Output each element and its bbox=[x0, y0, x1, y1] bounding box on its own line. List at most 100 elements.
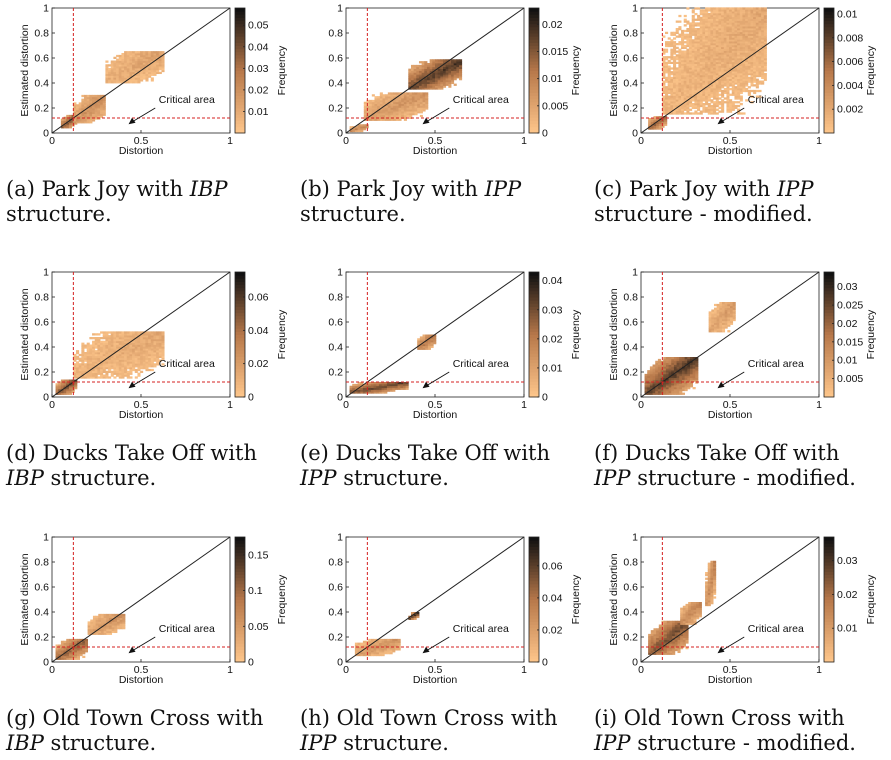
colorbar-segment bbox=[529, 275, 539, 279]
heatmap-cell bbox=[678, 95, 682, 98]
heatmap-cell bbox=[705, 18, 709, 21]
heatmap-cell bbox=[386, 389, 391, 392]
heatmap-cell bbox=[675, 71, 679, 74]
heatmap-cell bbox=[731, 108, 735, 111]
heatmap-cell bbox=[671, 383, 675, 386]
heatmap-cell bbox=[675, 91, 679, 95]
heatmap-cell bbox=[684, 377, 688, 380]
heatmap-cell bbox=[723, 7, 727, 10]
heatmap-cell bbox=[129, 71, 133, 75]
heatmap-cell bbox=[374, 114, 378, 118]
colorbar-segment bbox=[824, 350, 834, 354]
heatmap-cell bbox=[97, 376, 101, 379]
heatmap-cell bbox=[102, 333, 106, 336]
y-axis-label: Estimated distortion bbox=[608, 24, 620, 116]
heatmap-cell bbox=[408, 81, 412, 85]
heatmap-cell bbox=[79, 644, 83, 647]
heatmap-cell bbox=[663, 368, 667, 371]
heatmap-cell bbox=[97, 355, 101, 359]
heatmap-cell bbox=[761, 82, 765, 85]
heatmap-cell bbox=[113, 77, 117, 80]
heatmap-cell bbox=[667, 106, 671, 110]
heatmap-cell bbox=[734, 20, 738, 23]
heatmap-cell bbox=[694, 37, 698, 40]
heatmap-cell bbox=[384, 383, 388, 387]
heatmap-cell bbox=[723, 41, 727, 44]
x-tick-label: 0.5 bbox=[428, 399, 443, 411]
heatmap-cell bbox=[708, 326, 712, 329]
heatmap-cell bbox=[702, 54, 706, 57]
heatmap-cell bbox=[705, 89, 709, 93]
heatmap-cell bbox=[753, 26, 757, 29]
heatmap-cell bbox=[63, 120, 67, 123]
heatmap-cell bbox=[433, 336, 437, 339]
heatmap-cell bbox=[369, 118, 373, 121]
heatmap-cell bbox=[761, 69, 765, 72]
heatmap-cell bbox=[702, 31, 706, 35]
heatmap-cell bbox=[84, 100, 88, 103]
heatmap-cell bbox=[432, 64, 436, 68]
heatmap-cell bbox=[102, 376, 106, 379]
heatmap-cell bbox=[729, 58, 733, 61]
heatmap-cell bbox=[116, 62, 120, 65]
heatmap-cell bbox=[694, 43, 698, 46]
heatmap-cell bbox=[456, 72, 460, 75]
heatmap-cell bbox=[459, 78, 463, 81]
heatmap-cell bbox=[660, 370, 664, 373]
heatmap-cell bbox=[161, 69, 165, 73]
heatmap-cell bbox=[673, 362, 677, 365]
heatmap-cell bbox=[687, 358, 691, 362]
heatmap-cell bbox=[129, 346, 133, 349]
heatmap-cell bbox=[745, 59, 749, 63]
heatmap-cell bbox=[352, 129, 356, 133]
heatmap-cell bbox=[761, 31, 765, 35]
heatmap-cell bbox=[721, 315, 726, 318]
heatmap-cell bbox=[418, 81, 423, 85]
heatmap-cell bbox=[94, 96, 98, 100]
heatmap-cell bbox=[692, 357, 696, 360]
heatmap-cell bbox=[676, 390, 680, 394]
colorbar-segment bbox=[824, 89, 834, 93]
heatmap-cell bbox=[153, 348, 157, 351]
heatmap-cell bbox=[140, 361, 144, 364]
heatmap-cell bbox=[377, 107, 381, 110]
heatmap-cell bbox=[426, 78, 431, 81]
heatmap-cell bbox=[694, 73, 698, 76]
heatmap-cell bbox=[425, 96, 429, 99]
heatmap-cell bbox=[378, 385, 382, 389]
y-tick-label: 0.4 bbox=[328, 342, 343, 354]
heatmap-cell bbox=[108, 359, 112, 362]
heatmap-cell bbox=[97, 96, 101, 100]
heatmap-cell bbox=[387, 109, 391, 112]
colorbar-tick-label: 0.005 bbox=[837, 373, 863, 385]
heatmap-cell bbox=[734, 86, 738, 89]
heatmap-cell bbox=[132, 62, 136, 65]
heatmap-cell bbox=[679, 381, 683, 384]
heatmap-cell bbox=[382, 109, 386, 112]
heatmap-cell bbox=[406, 103, 410, 106]
heatmap-cell bbox=[81, 359, 85, 362]
x-tick-label: 1 bbox=[227, 135, 233, 147]
heatmap-cell bbox=[435, 79, 439, 83]
heatmap-cell bbox=[695, 379, 699, 382]
heatmap-cell bbox=[97, 368, 101, 372]
heatmap-cell bbox=[686, 76, 690, 80]
heatmap-cell bbox=[140, 68, 144, 71]
heatmap-cell bbox=[676, 358, 680, 362]
heatmap-cell bbox=[694, 84, 698, 87]
heatmap-cell bbox=[100, 363, 104, 366]
heatmap-cell bbox=[675, 110, 679, 113]
heatmap-cell bbox=[395, 113, 399, 116]
heatmap-cell bbox=[365, 389, 369, 392]
heatmap-cell bbox=[373, 385, 377, 389]
heatmap-cell bbox=[58, 388, 62, 392]
heatmap-cell bbox=[676, 373, 680, 377]
heatmap-cell bbox=[655, 366, 659, 369]
colorbar-segment bbox=[529, 79, 539, 84]
heatmap-cell bbox=[649, 390, 653, 394]
heatmap-cell bbox=[408, 79, 412, 83]
heatmap-cell bbox=[710, 9, 714, 12]
heatmap-cell bbox=[401, 113, 405, 116]
heatmap-cell bbox=[734, 46, 738, 50]
